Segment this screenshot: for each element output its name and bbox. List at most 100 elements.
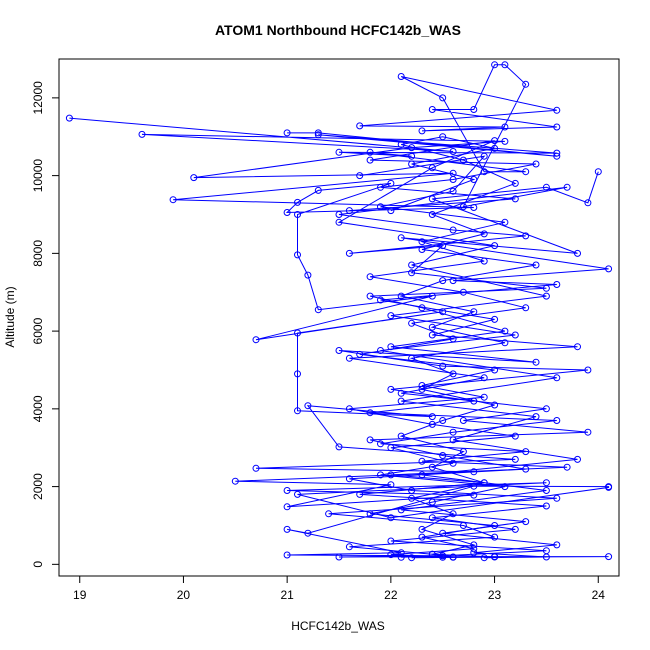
y-tick-label: 8000 [31,240,45,267]
data-point [491,401,499,409]
data-point [397,292,405,300]
data-point [418,382,426,389]
data-point [563,183,571,191]
data-point [511,525,519,533]
data-point [449,428,457,436]
data-point [480,554,488,562]
data-point [439,133,447,141]
data-point [138,130,146,138]
y-axis: 0 2000 4000 6000 8000 10000 12000 [31,81,60,568]
x-tick-label: 22 [384,588,398,602]
data-point [491,366,499,374]
data-point [459,156,467,164]
x-axis-title: HCFC142b_WAS [291,619,385,633]
data-point [252,464,260,472]
data-point [542,292,550,300]
data-point [522,304,530,312]
data-point [418,385,426,393]
data-point [449,176,457,183]
data-point [501,327,509,335]
data-point [470,106,478,113]
data-point [553,417,561,424]
data-point [294,490,301,498]
data-point [377,183,384,191]
series-group [65,114,613,561]
data-point [459,288,467,296]
data-point [511,432,519,440]
data-point [408,269,416,277]
data-point [377,440,384,448]
data-point [480,230,488,238]
data-point [325,510,333,518]
y-tick-label: 0 [31,561,45,568]
data-point [542,502,550,510]
data-point [377,203,384,211]
data-point [283,551,291,559]
data-point [428,106,436,113]
data-point [553,152,561,160]
data-point [366,148,374,156]
data-point [449,187,457,195]
data-point [470,176,478,183]
data-point [408,319,416,327]
data-point [428,514,436,522]
series-line [349,155,526,558]
series-layer [65,61,613,562]
data-point [511,455,519,463]
data-point [335,443,343,451]
data-point [449,553,457,561]
data-point [345,249,353,257]
data-point [584,428,592,436]
data-point [408,261,416,269]
data-point [605,553,613,561]
data-point [522,168,530,176]
data-point [397,397,405,405]
data-point [397,234,405,242]
data-point [397,141,405,148]
data-point [428,420,436,428]
data-point [605,483,613,491]
data-point [294,251,301,259]
data-point [459,448,467,456]
data-point [480,374,488,382]
data-point [439,94,447,102]
x-tick-label: 24 [592,588,606,602]
y-axis-title: Altitude (m) [3,286,17,347]
data-point [501,218,509,226]
data-point [522,518,530,526]
data-point [605,265,613,273]
data-point [449,148,457,155]
series-line [390,136,537,558]
series-group [335,137,581,562]
data-point [449,459,457,467]
data-point [511,195,519,203]
data-point [428,413,436,421]
y-tick-label: 12000 [31,81,45,115]
data-point [428,331,436,339]
data-point [366,156,374,164]
data-point [397,432,405,440]
series-group [325,168,613,562]
data-point [501,339,509,347]
data-point [491,144,499,152]
data-point [459,203,467,211]
data-point [553,281,561,288]
data-point [584,199,592,207]
data-point [470,549,478,557]
data-point [439,277,447,285]
data-point [283,129,291,137]
data-point [304,529,312,537]
data-point [522,232,530,240]
data-point [439,362,447,370]
y-tick-label: 2000 [31,473,45,500]
data-point [553,149,561,157]
y-tick-label: 4000 [31,395,45,422]
data-point [397,389,405,397]
data-point [345,405,353,413]
data-point [574,249,581,257]
data-point [428,463,436,471]
data-point [418,127,426,135]
data-point [449,510,457,518]
data-point [470,308,478,316]
